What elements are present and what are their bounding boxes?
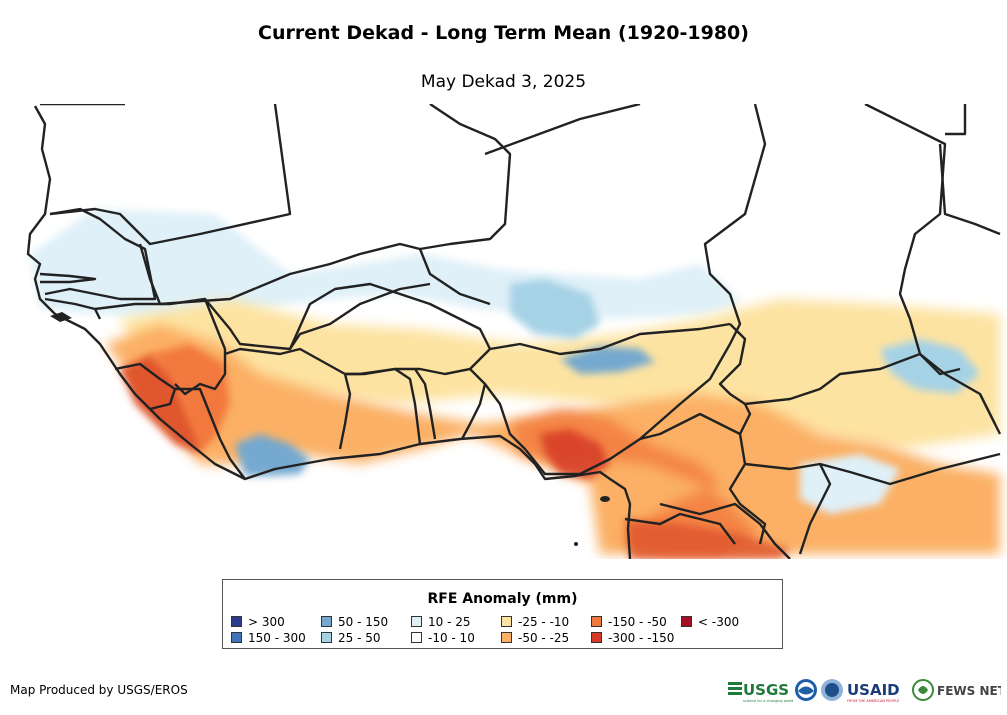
legend-swatch bbox=[411, 616, 422, 627]
border-gambia bbox=[39, 272, 97, 284]
legend-swatch bbox=[681, 616, 692, 627]
border-liberia bbox=[175, 387, 246, 480]
anomaly-gabon-red bbox=[625, 519, 790, 559]
border-congo bbox=[659, 502, 791, 559]
legend-item: > 300 bbox=[231, 616, 285, 629]
border-niger-south bbox=[489, 322, 731, 356]
legend-label: -300 - -150 bbox=[608, 631, 675, 645]
anomaly-light-blue-northwest bbox=[30, 209, 740, 319]
border-cote-divoire bbox=[224, 347, 352, 450]
border-chad-cameroon bbox=[718, 323, 752, 435]
fewsnet-icon bbox=[912, 679, 934, 701]
fewsnet-wordmark: FEWS NET bbox=[937, 684, 1001, 698]
bioko-island bbox=[600, 496, 610, 502]
map-subtitle: May Dekad 3, 2025 bbox=[420, 72, 587, 92]
border-sudan bbox=[938, 143, 1001, 236]
legend-swatch bbox=[231, 616, 242, 627]
border-libya-niger bbox=[703, 104, 767, 345]
islands bbox=[50, 312, 610, 546]
border-senegal bbox=[44, 207, 157, 301]
anomaly-fields bbox=[30, 209, 1000, 559]
legend-item: 25 - 50 bbox=[321, 632, 381, 645]
border-gabon bbox=[624, 512, 736, 545]
legend-swatch bbox=[321, 632, 332, 643]
bijagos-islands bbox=[50, 312, 72, 322]
legend-swatch bbox=[411, 632, 422, 643]
anomaly-liberia-orange bbox=[150, 344, 230, 449]
border-egypt-sudan bbox=[945, 104, 967, 136]
legend-swatch bbox=[591, 632, 602, 643]
legend-swatch bbox=[321, 616, 332, 627]
legend-label: < -300 bbox=[698, 615, 740, 629]
legend-label: > 300 bbox=[248, 615, 285, 629]
rainfall-anomaly-map bbox=[26, 104, 1002, 559]
border-mali-south bbox=[204, 282, 431, 351]
legend-swatch bbox=[231, 632, 242, 643]
legend-item: -150 - -50 bbox=[591, 616, 667, 629]
country-borders bbox=[26, 104, 1002, 559]
legend-item: -10 - 10 bbox=[411, 632, 475, 645]
fewsnet-logo: FEWS NET bbox=[912, 679, 1001, 701]
anomaly-sierra-leone-red bbox=[120, 354, 205, 454]
usgs-wave-icon bbox=[728, 682, 742, 695]
anomaly-east-blue bbox=[800, 454, 900, 514]
map-title: Current Dekad - Long Term Mean (1920-198… bbox=[258, 22, 749, 44]
legend-label: 10 - 25 bbox=[428, 615, 471, 629]
usgs-tagline: science for a changing world bbox=[743, 699, 793, 703]
legend-item: 50 - 150 bbox=[321, 616, 388, 629]
legend-label: 25 - 50 bbox=[338, 631, 381, 645]
legend-label: -10 - 10 bbox=[428, 631, 475, 645]
legend-label: 150 - 300 bbox=[248, 631, 306, 645]
legend-item: 10 - 25 bbox=[411, 616, 471, 629]
anomaly-niger-blue bbox=[560, 346, 655, 374]
border-benin bbox=[444, 367, 487, 440]
legend-swatch bbox=[591, 616, 602, 627]
border-algeria-niger bbox=[484, 104, 641, 156]
border-guinea bbox=[94, 297, 227, 396]
legend-label: -25 - -10 bbox=[518, 615, 570, 629]
border-nigeria bbox=[484, 343, 732, 476]
border-drc bbox=[798, 463, 832, 555]
usgs-wordmark: USGS bbox=[743, 681, 789, 699]
legend-label: -50 - -25 bbox=[518, 631, 570, 645]
border-south-sudan bbox=[978, 393, 1002, 435]
legend-label: 50 - 150 bbox=[338, 615, 389, 629]
usaid-tagline: FROM THE AMERICAN PEOPLE bbox=[847, 699, 899, 703]
legend-item: -25 - -10 bbox=[501, 616, 569, 629]
border-car bbox=[744, 352, 997, 425]
legend-swatch bbox=[501, 632, 512, 643]
doc-seal bbox=[821, 679, 843, 701]
usaid-wordmark: USAID bbox=[847, 681, 900, 699]
map-credit: Map Produced by USGS/EROS bbox=[10, 683, 188, 697]
border-ghana bbox=[345, 367, 422, 445]
legend: RFE Anomaly (mm) > 300 150 - 300 50 - 15… bbox=[222, 579, 783, 649]
border-mauritania-north bbox=[49, 104, 292, 246]
legend-item: -50 - -25 bbox=[501, 632, 569, 645]
border-algeria-mali bbox=[419, 104, 512, 251]
border-sierra-leone bbox=[114, 362, 177, 411]
legend-swatch bbox=[501, 616, 512, 627]
legend-label: -150 - -50 bbox=[608, 615, 667, 629]
partner-logos: USGS science for a changing world USAID … bbox=[728, 679, 1001, 703]
usaid-logo: USAID FROM THE AMERICAN PEOPLE bbox=[847, 681, 900, 703]
legend-item: 150 - 300 bbox=[231, 632, 306, 645]
legend-item: < -300 bbox=[681, 616, 739, 629]
sao-tome-island bbox=[574, 542, 578, 546]
anomaly-sahel-light-orange bbox=[120, 299, 1000, 449]
legend-item: -300 - -150 bbox=[591, 632, 674, 645]
border-mauritania-mali bbox=[138, 242, 491, 306]
usgs-logo: USGS science for a changing world bbox=[728, 681, 793, 703]
coastline bbox=[26, 105, 632, 559]
border-togo bbox=[414, 368, 437, 440]
border-burkina bbox=[288, 282, 492, 376]
legend-title: RFE Anomaly (mm) bbox=[427, 591, 578, 607]
anomaly-mali-blue bbox=[510, 279, 600, 339]
border-guinea-bissau bbox=[44, 297, 102, 320]
border-car-south bbox=[744, 452, 1001, 486]
noaa-logo bbox=[795, 679, 817, 701]
